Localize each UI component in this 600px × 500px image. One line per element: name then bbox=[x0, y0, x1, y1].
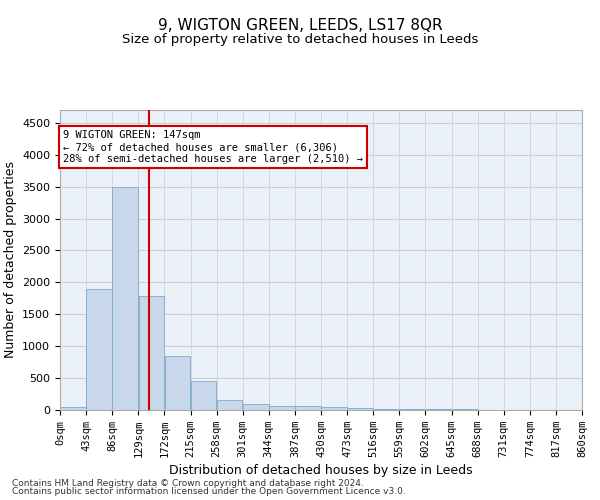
X-axis label: Distribution of detached houses by size in Leeds: Distribution of detached houses by size … bbox=[169, 464, 473, 477]
Text: Contains HM Land Registry data © Crown copyright and database right 2024.: Contains HM Land Registry data © Crown c… bbox=[12, 478, 364, 488]
Bar bbox=[217, 400, 242, 410]
Text: 9, WIGTON GREEN, LEEDS, LS17 8QR: 9, WIGTON GREEN, LEEDS, LS17 8QR bbox=[158, 18, 442, 32]
Text: Size of property relative to detached houses in Leeds: Size of property relative to detached ho… bbox=[122, 32, 478, 46]
Bar bbox=[164, 356, 190, 410]
Bar bbox=[139, 296, 164, 410]
Bar bbox=[60, 407, 86, 410]
Text: Contains public sector information licensed under the Open Government Licence v3: Contains public sector information licen… bbox=[12, 487, 406, 496]
Bar bbox=[191, 380, 217, 410]
Bar bbox=[295, 406, 321, 410]
Bar bbox=[269, 406, 295, 410]
Bar bbox=[243, 404, 269, 410]
Y-axis label: Number of detached properties: Number of detached properties bbox=[4, 162, 17, 358]
Bar bbox=[373, 408, 399, 410]
Bar bbox=[347, 408, 373, 410]
Bar bbox=[86, 288, 112, 410]
Bar bbox=[321, 408, 347, 410]
Bar bbox=[112, 186, 138, 410]
Text: 9 WIGTON GREEN: 147sqm
← 72% of detached houses are smaller (6,306)
28% of semi-: 9 WIGTON GREEN: 147sqm ← 72% of detached… bbox=[63, 130, 363, 164]
Bar bbox=[400, 409, 425, 410]
